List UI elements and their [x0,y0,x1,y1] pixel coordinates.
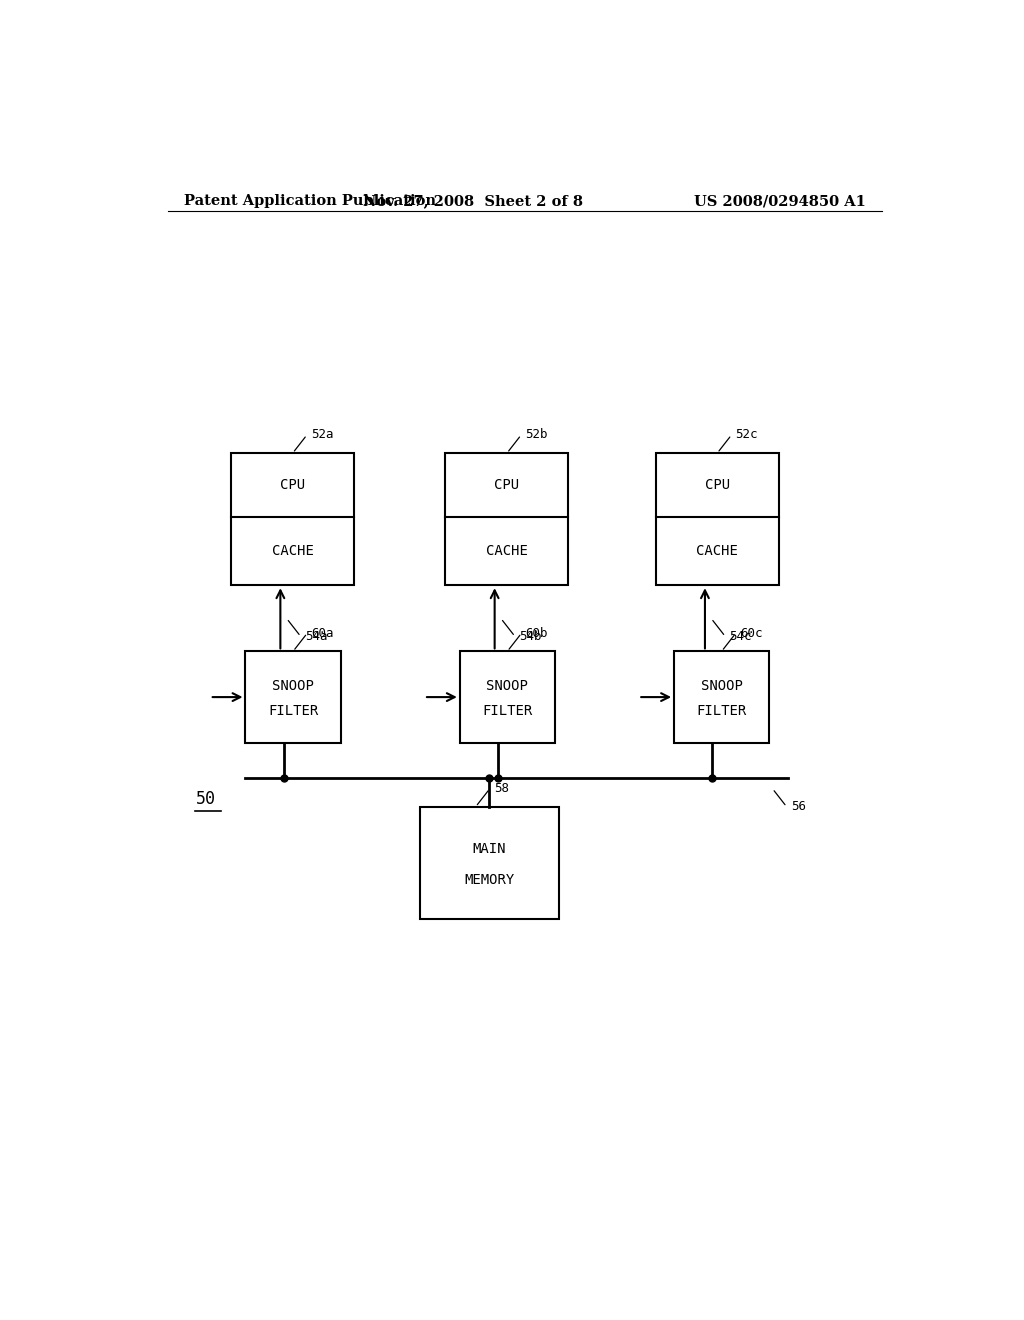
Bar [246,651,341,743]
Text: SNOOP: SNOOP [700,678,742,693]
Text: MAIN: MAIN [473,842,506,857]
Text: 52c: 52c [735,429,758,441]
Text: 54b: 54b [519,630,542,643]
Text: CPU: CPU [281,478,305,492]
Text: 50: 50 [196,789,215,808]
Text: US 2008/0294850 A1: US 2008/0294850 A1 [694,194,866,209]
Text: 60c: 60c [740,627,762,640]
Text: FILTER: FILTER [482,704,532,718]
Text: CACHE: CACHE [696,544,738,558]
Text: 52b: 52b [525,429,548,441]
Text: (PRIOR ART): (PRIOR ART) [443,479,536,492]
Text: SNOOP: SNOOP [486,678,528,693]
Bar [674,651,769,743]
Text: 60b: 60b [525,627,548,640]
Text: 56: 56 [791,800,806,813]
Bar [655,453,779,585]
Text: Nov. 27, 2008  Sheet 2 of 8: Nov. 27, 2008 Sheet 2 of 8 [364,194,584,209]
Text: SNOOP: SNOOP [272,678,314,693]
Text: FIG. 2: FIG. 2 [452,453,526,474]
Text: 54a: 54a [305,630,328,643]
Text: 60a: 60a [311,627,334,640]
Text: CACHE: CACHE [271,544,313,558]
Text: 54c: 54c [729,630,752,643]
Text: CPU: CPU [705,478,730,492]
Text: CPU: CPU [495,478,519,492]
Bar [420,807,559,919]
Text: 58: 58 [494,781,509,795]
Text: MEMORY: MEMORY [464,873,515,887]
Text: 52a: 52a [311,429,334,441]
Bar [460,651,555,743]
Text: CACHE: CACHE [486,544,528,558]
Text: Patent Application Publication: Patent Application Publication [183,194,435,209]
Bar [231,453,354,585]
Bar [445,453,568,585]
Text: FILTER: FILTER [696,704,746,718]
Text: FILTER: FILTER [268,704,318,718]
